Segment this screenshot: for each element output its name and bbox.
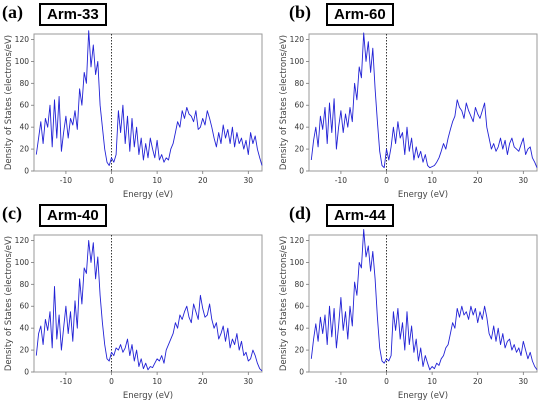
dos-chart: 0 20 40 60 80 100 120 -10 0 10 20 30 Energy (eV) Dens… bbox=[4, 30, 263, 200]
plot-frame bbox=[33, 234, 263, 373]
panel-label: (c) bbox=[2, 203, 22, 223]
dos-chart: 0 20 40 60 80 100 120 -10 0 10 20 30 Energy (eV) Dens… bbox=[4, 234, 263, 401]
panel-label: (a) bbox=[2, 2, 23, 22]
y-tick-label: 100 bbox=[290, 258, 305, 267]
x-tick-label: -10 bbox=[335, 176, 347, 185]
dos-line bbox=[35, 30, 263, 166]
dos-chart: 0 20 40 60 80 100 120 -10 0 10 20 30 Energy (eV) Dens… bbox=[279, 229, 538, 401]
y-axis-label: Density of States (electrons/eV) bbox=[4, 236, 14, 371]
x-tick-label: 30 bbox=[519, 176, 529, 185]
y-tick-label: 80 bbox=[19, 79, 29, 88]
panel-c: 0 20 40 60 80 100 120 -10 0 10 20 30 Energy (eV) Dens… bbox=[0, 201, 275, 401]
y-tick-label: 120 bbox=[290, 35, 305, 44]
y-tick-label: 60 bbox=[19, 101, 29, 110]
dos-line bbox=[35, 240, 263, 372]
y-tick-label: 0 bbox=[299, 167, 304, 176]
x-axis-label: Energy (eV) bbox=[398, 391, 448, 401]
plot-frame bbox=[308, 234, 538, 373]
y-tick-label: 0 bbox=[299, 368, 304, 377]
x-axis-label: Energy (eV) bbox=[123, 391, 173, 401]
x-tick-label: -10 bbox=[335, 377, 347, 386]
y-tick-label: 80 bbox=[19, 280, 29, 289]
panel-label: (b) bbox=[289, 2, 311, 22]
x-tick-label: 0 bbox=[109, 176, 114, 185]
sample-label: Arm-33 bbox=[39, 3, 107, 26]
x-tick-label: 20 bbox=[198, 377, 208, 386]
dos-line bbox=[310, 32, 538, 169]
y-tick-label: 40 bbox=[294, 123, 304, 132]
sample-label: Arm-44 bbox=[326, 204, 394, 227]
y-tick-label: 100 bbox=[15, 57, 30, 66]
y-tick-label: 40 bbox=[294, 324, 304, 333]
panel-a: 0 20 40 60 80 100 120 -10 0 10 20 30 Energy (eV) Dens… bbox=[0, 0, 275, 200]
y-tick-label: 100 bbox=[290, 57, 305, 66]
x-axis-label: Energy (eV) bbox=[123, 190, 173, 200]
x-tick-label: 20 bbox=[473, 176, 483, 185]
y-axis-label: Density of States (electrons/eV) bbox=[279, 236, 289, 371]
y-tick-label: 100 bbox=[15, 258, 30, 267]
x-tick-label: 10 bbox=[152, 377, 162, 386]
plot-frame bbox=[33, 33, 263, 172]
x-tick-label: 20 bbox=[198, 176, 208, 185]
x-tick-label: -10 bbox=[60, 377, 72, 386]
y-tick-label: 20 bbox=[294, 346, 304, 355]
y-tick-label: 120 bbox=[15, 236, 30, 245]
x-tick-label: 0 bbox=[384, 176, 389, 185]
panel-label: (d) bbox=[289, 203, 311, 223]
y-tick-label: 20 bbox=[19, 346, 29, 355]
y-tick-label: 20 bbox=[19, 145, 29, 154]
plot-frame bbox=[308, 33, 538, 172]
y-tick-label: 0 bbox=[24, 167, 29, 176]
x-tick-label: 0 bbox=[109, 377, 114, 386]
y-tick-label: 0 bbox=[24, 368, 29, 377]
y-tick-label: 60 bbox=[19, 302, 29, 311]
sample-label: Arm-60 bbox=[326, 3, 394, 26]
panel-b: 0 20 40 60 80 100 120 -10 0 10 20 30 Energy (eV) Dens… bbox=[275, 0, 550, 200]
y-tick-label: 80 bbox=[294, 280, 304, 289]
y-tick-label: 60 bbox=[294, 101, 304, 110]
x-axis-label: Energy (eV) bbox=[398, 190, 448, 200]
x-tick-label: 0 bbox=[384, 377, 389, 386]
panel-d: 0 20 40 60 80 100 120 -10 0 10 20 30 Energy (eV) Dens… bbox=[275, 201, 550, 401]
dos-line bbox=[310, 229, 538, 371]
sample-label: Arm-40 bbox=[39, 204, 107, 227]
y-tick-label: 20 bbox=[294, 145, 304, 154]
y-tick-label: 120 bbox=[15, 35, 30, 44]
y-axis-label: Density of States (electrons/eV) bbox=[4, 35, 14, 170]
x-tick-label: -10 bbox=[60, 176, 72, 185]
x-tick-label: 10 bbox=[427, 176, 437, 185]
y-tick-label: 40 bbox=[19, 123, 29, 132]
x-tick-label: 30 bbox=[244, 377, 254, 386]
y-tick-label: 120 bbox=[290, 236, 305, 245]
x-tick-label: 10 bbox=[427, 377, 437, 386]
x-tick-label: 30 bbox=[244, 176, 254, 185]
y-tick-label: 80 bbox=[294, 79, 304, 88]
x-tick-label: 30 bbox=[519, 377, 529, 386]
x-tick-label: 20 bbox=[473, 377, 483, 386]
y-axis-label: Density of States (electrons/eV) bbox=[279, 35, 289, 170]
y-tick-label: 40 bbox=[19, 324, 29, 333]
dos-chart: 0 20 40 60 80 100 120 -10 0 10 20 30 Energy (eV) Dens… bbox=[279, 32, 538, 200]
x-tick-label: 10 bbox=[152, 176, 162, 185]
y-tick-label: 60 bbox=[294, 302, 304, 311]
